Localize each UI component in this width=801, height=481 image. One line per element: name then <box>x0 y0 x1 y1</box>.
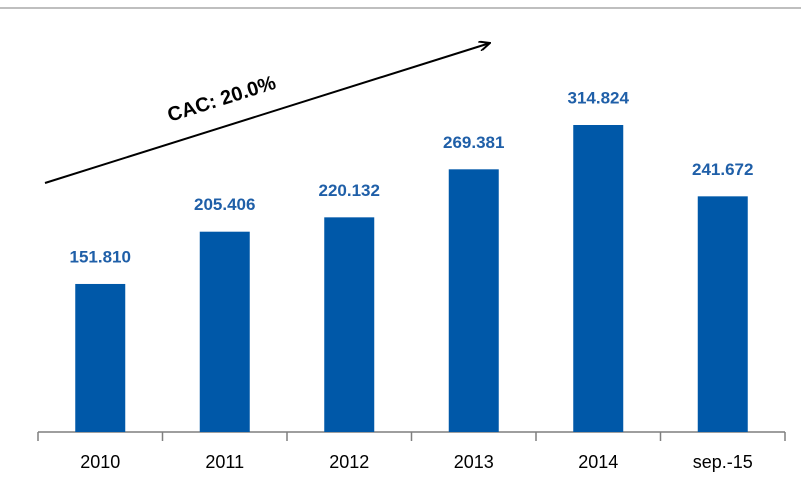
bar <box>75 283 126 432</box>
data-label: 269.381 <box>443 133 504 152</box>
data-label: 205.406 <box>194 195 255 214</box>
x-tick-label: 2014 <box>578 452 618 472</box>
x-tick-label: 2012 <box>329 452 369 472</box>
data-label: 314.824 <box>568 88 630 107</box>
data-label: 151.810 <box>70 247 131 266</box>
data-label: 241.672 <box>692 160 753 179</box>
bar <box>573 125 624 432</box>
x-tick-label: 2011 <box>205 452 244 472</box>
bar <box>697 196 748 432</box>
bar <box>199 231 250 432</box>
x-tick-label: 2010 <box>80 452 120 472</box>
data-label: 220.132 <box>319 181 380 200</box>
x-tick-label: sep.-15 <box>693 452 753 472</box>
bar <box>324 217 375 432</box>
x-tick-label: 2013 <box>454 452 494 472</box>
annotation: CAC: 20.0% <box>165 72 279 127</box>
trend-arrow <box>44 43 490 184</box>
bar <box>448 169 499 432</box>
